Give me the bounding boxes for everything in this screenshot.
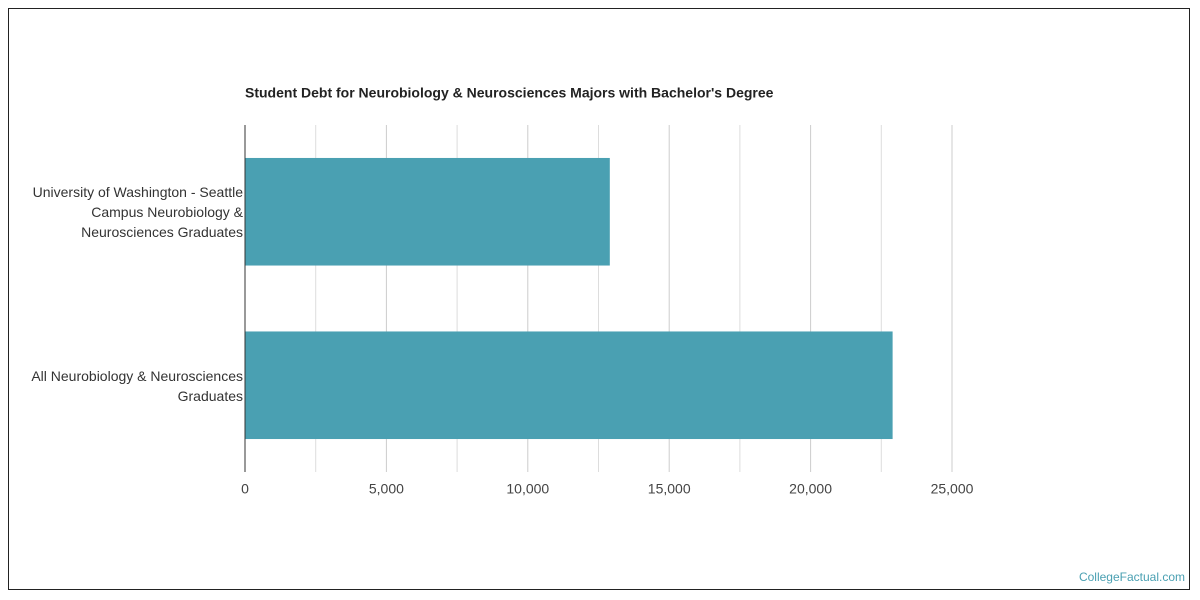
bar bbox=[245, 331, 893, 440]
x-tick-label: 20,000 bbox=[789, 481, 832, 497]
chart-title: Student Debt for Neurobiology & Neurosci… bbox=[245, 85, 774, 101]
y-tick-label: University of Washington - Seattle Campu… bbox=[8, 125, 243, 299]
x-tick-label: 25,000 bbox=[931, 481, 974, 497]
y-tick-text: All Neurobiology & Neurosciences Graduat… bbox=[31, 367, 243, 404]
y-tick-text: University of Washington - Seattle Campu… bbox=[32, 184, 243, 240]
frame bbox=[8, 8, 1190, 590]
x-tick-label: 15,000 bbox=[648, 481, 691, 497]
bar bbox=[245, 157, 610, 266]
x-tick-label: 10,000 bbox=[506, 481, 549, 497]
x-tick-label: 0 bbox=[241, 481, 249, 497]
source: CollegeFactual.com bbox=[1079, 570, 1185, 584]
x-tick-label: 5,000 bbox=[369, 481, 404, 497]
y-tick-label: All Neurobiology & Neurosciences Graduat… bbox=[8, 299, 243, 473]
